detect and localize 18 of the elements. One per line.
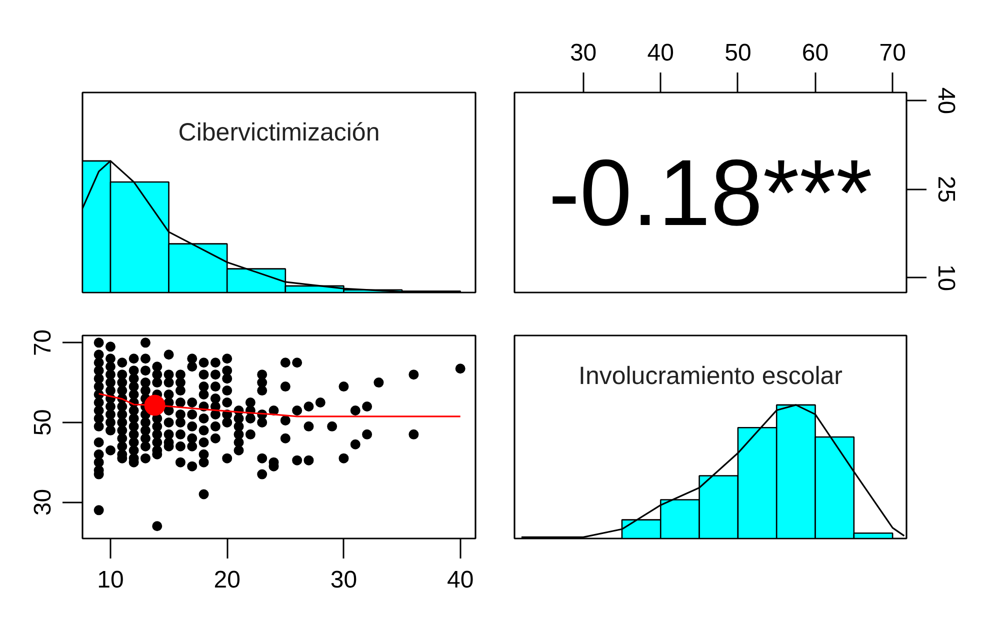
- x-tick-label: 70: [879, 40, 906, 66]
- x-tick-label: 60: [802, 40, 829, 66]
- y-tick-label: 10: [932, 264, 960, 292]
- x-tick-label: 30: [570, 40, 597, 66]
- chart-title: Cibervictimización: [178, 118, 380, 146]
- y-tick-label: 25: [932, 176, 960, 203]
- x-tick-label: 50: [724, 40, 752, 66]
- y-tick-label: 30: [30, 488, 56, 516]
- x-tick-label: 10: [97, 566, 124, 594]
- y-tick-label: 40: [932, 87, 960, 114]
- x-tick-label: 30: [330, 566, 358, 594]
- y-tick-label: 50: [30, 409, 56, 436]
- x-tick-label: 40: [446, 566, 474, 594]
- annotation: -0.18***: [548, 140, 872, 245]
- chart-title: Involucramiento escolar: [578, 362, 843, 390]
- x-tick-label: 40: [647, 40, 674, 66]
- y-tick-label: 70: [30, 329, 56, 356]
- x-tick-label: 20: [214, 566, 240, 594]
